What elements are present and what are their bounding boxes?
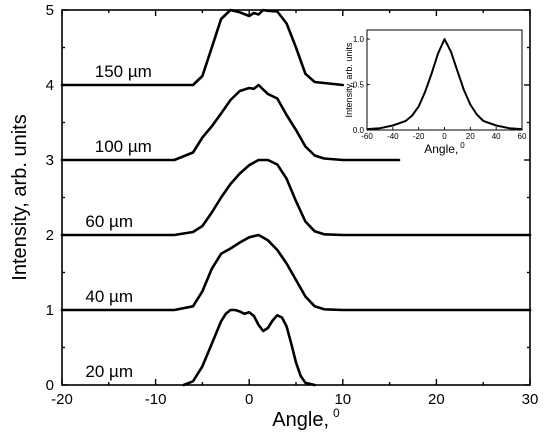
x-tick-label: -10 bbox=[145, 391, 167, 408]
series-label-3: 60 µm bbox=[85, 212, 133, 231]
inset-frame bbox=[366, 29, 523, 131]
x-tick-label: 30 bbox=[522, 391, 539, 408]
x-axis-degree-superscript: 0 bbox=[333, 406, 340, 420]
x-axis-title: Angle, 0 bbox=[272, 406, 340, 431]
inset-y-tick-label: 0.5 bbox=[353, 81, 365, 90]
y-tick-label: 3 bbox=[46, 152, 54, 169]
series-line-2 bbox=[60, 233, 532, 312]
inset-x-tick-label: 0 bbox=[442, 132, 447, 141]
inset-x-tick-label: 40 bbox=[492, 132, 501, 141]
y-tick-label: 2 bbox=[46, 227, 54, 244]
series-line-3 bbox=[60, 158, 532, 237]
y-axis-title: Intensity, arb. units bbox=[9, 114, 31, 280]
x-tick-label: 0 bbox=[245, 391, 253, 408]
inset-series-line bbox=[366, 38, 523, 131]
y-tick-label: 4 bbox=[46, 77, 54, 94]
series-line-1 bbox=[182, 308, 316, 387]
y-tick-label: 0 bbox=[46, 377, 54, 394]
series-label-2: 40 µm bbox=[85, 287, 133, 306]
series-line-4 bbox=[60, 83, 401, 162]
inset-y-tick-label: 0.0 bbox=[353, 126, 365, 135]
inset-x-tick-label: 20 bbox=[466, 132, 475, 141]
y-tick-label: 5 bbox=[46, 2, 54, 19]
x-tick-label: 10 bbox=[334, 391, 351, 408]
series-label-5: 150 µm bbox=[95, 62, 152, 81]
inset-x-axis-degree-superscript: 0 bbox=[460, 141, 465, 150]
series-line-5 bbox=[60, 8, 345, 87]
inset-y-tick-label: 1.0 bbox=[353, 35, 365, 44]
y-tick-label: 1 bbox=[46, 302, 54, 319]
x-tick-label: 20 bbox=[428, 391, 445, 408]
series-label-1: 20 µm bbox=[85, 362, 133, 381]
inset-y-axis-title: Intensity, arb. units bbox=[344, 42, 354, 117]
series-label-4: 100 µm bbox=[95, 137, 152, 156]
inset-x-tick-label: -20 bbox=[413, 132, 425, 141]
inset-x-axis-title: Angle, 0 bbox=[424, 141, 465, 156]
inset-x-tick-label: 60 bbox=[518, 132, 527, 141]
x-tick-label: -20 bbox=[51, 391, 73, 408]
inset-x-tick-label: -60 bbox=[361, 132, 373, 141]
inset-x-tick-label: -40 bbox=[387, 132, 399, 141]
